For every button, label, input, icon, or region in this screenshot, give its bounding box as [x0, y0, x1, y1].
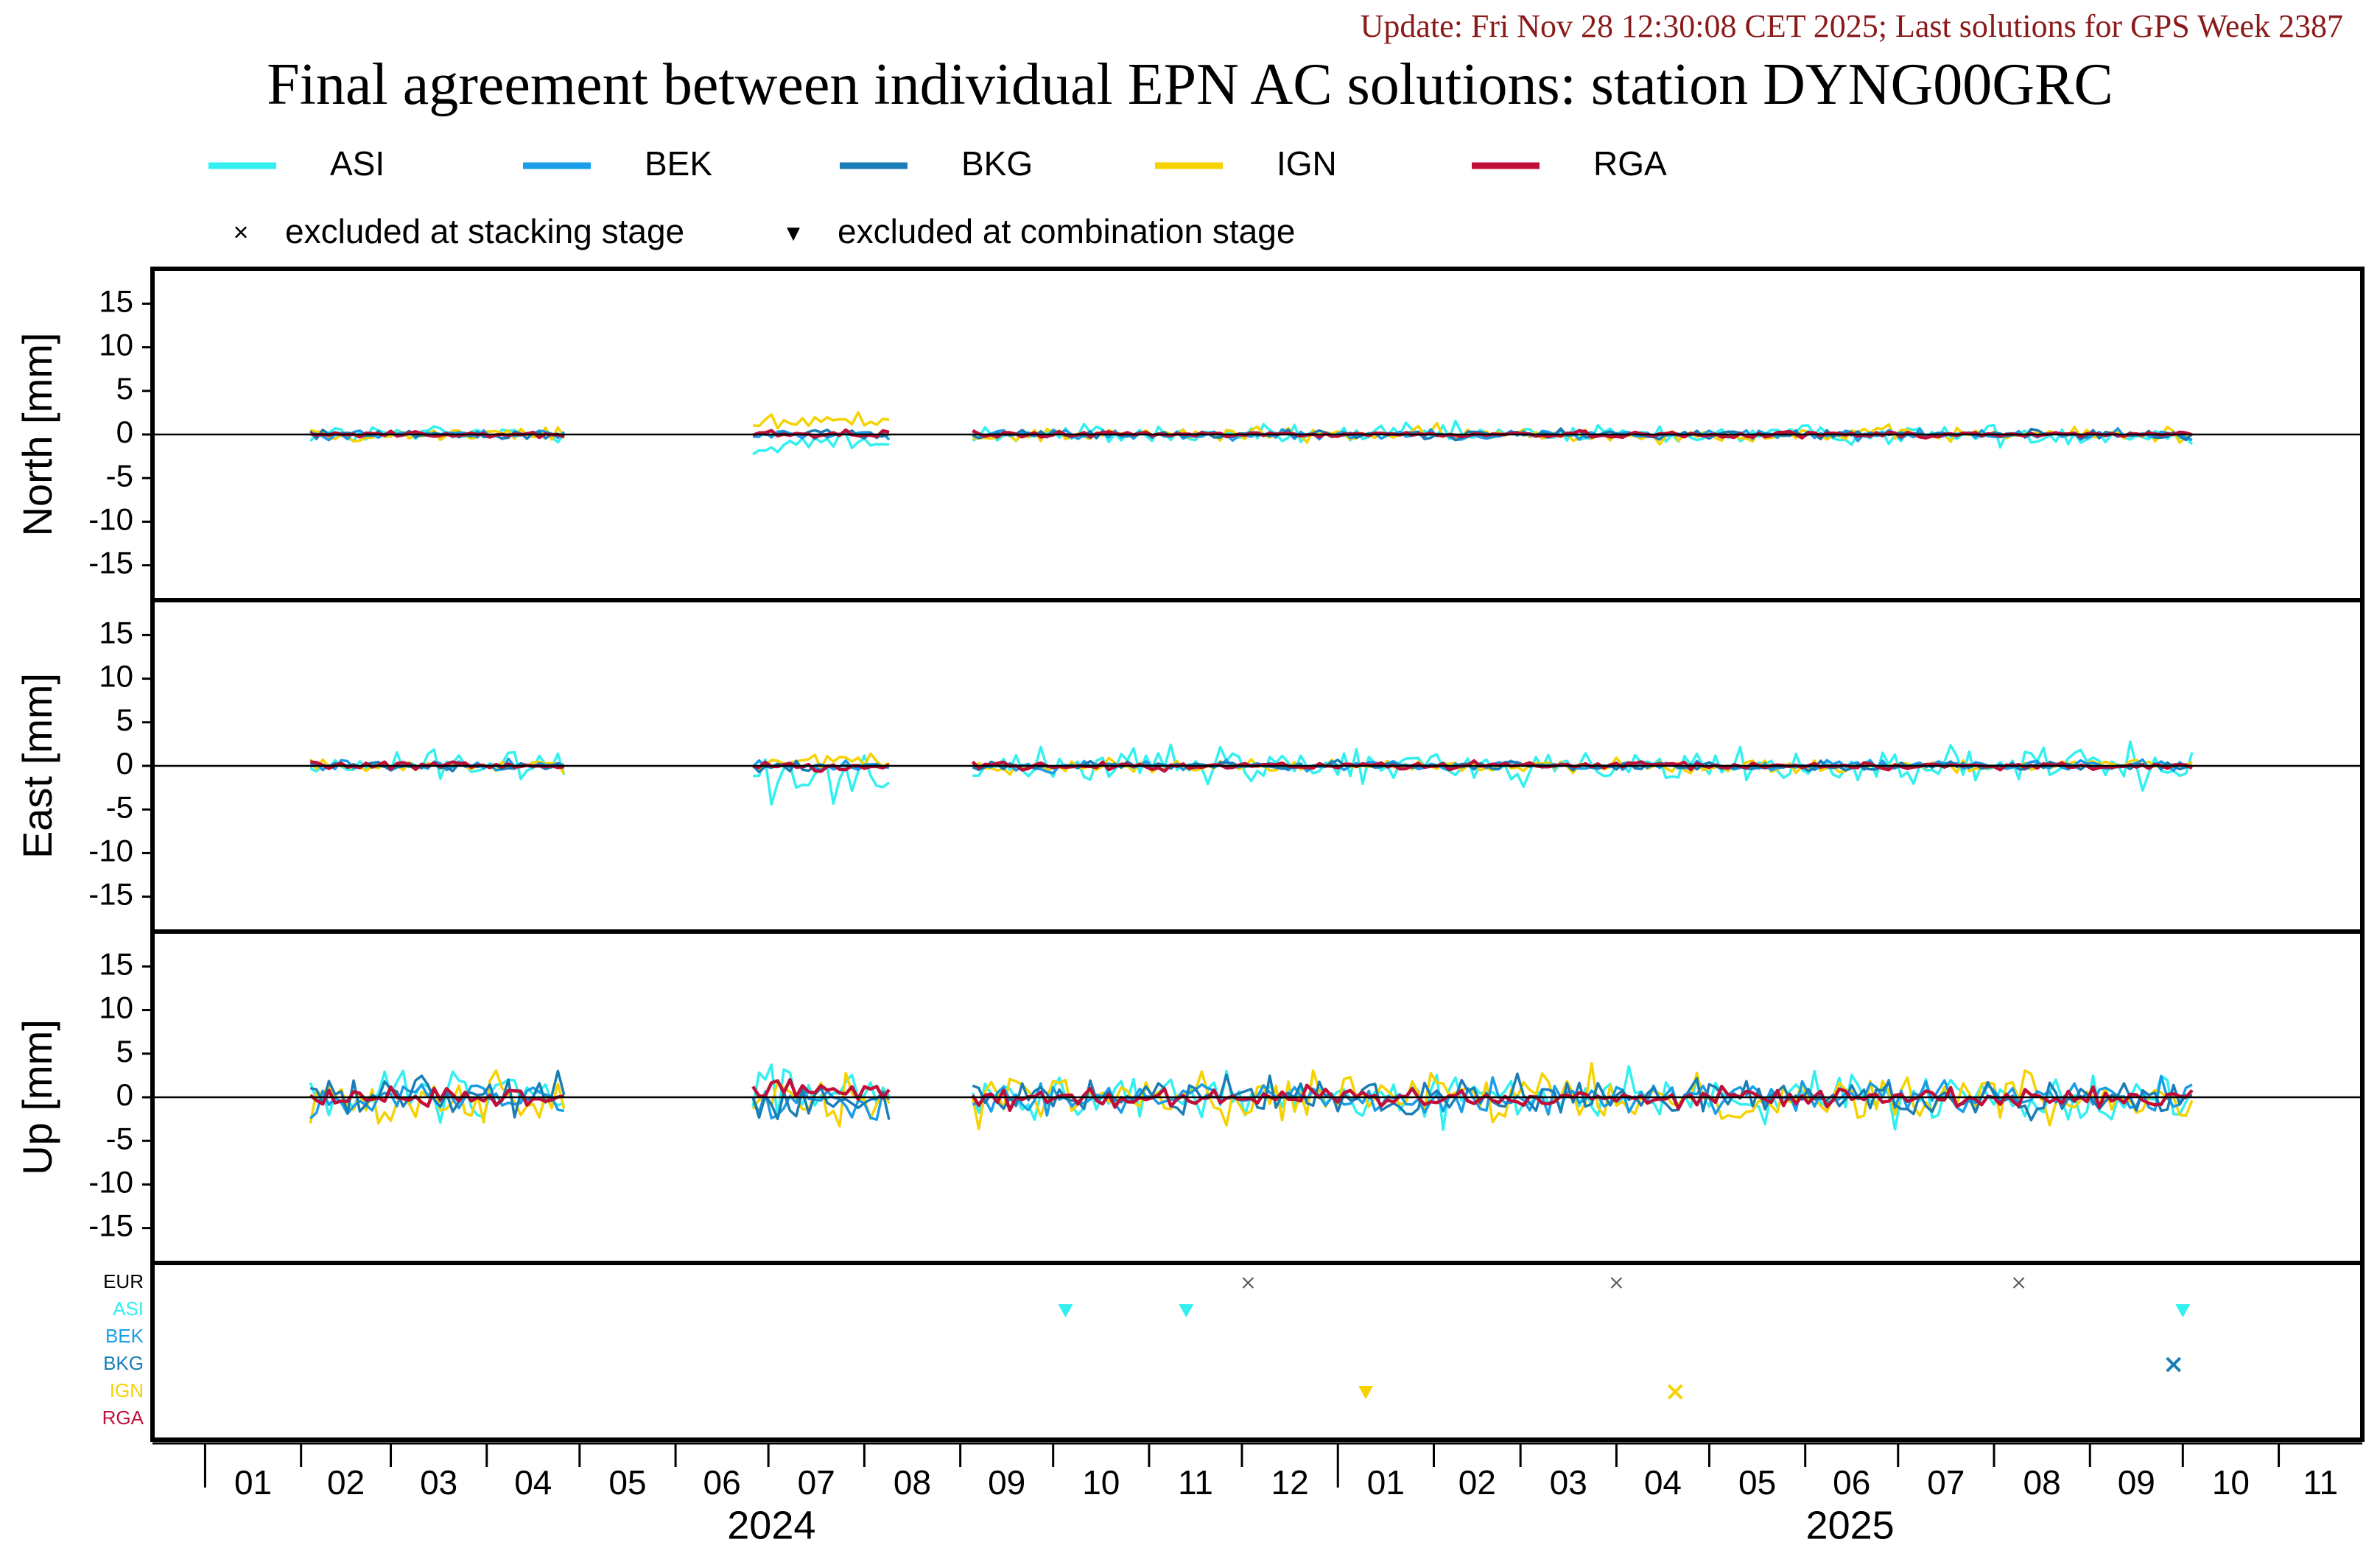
x-year-label: 2024 — [727, 1503, 815, 1545]
ytick-label-up: -10 — [88, 1165, 133, 1200]
ytick-label-east: 5 — [116, 703, 133, 737]
x-tick-label: 01 — [234, 1463, 272, 1502]
x-tick-label: 08 — [894, 1463, 931, 1502]
exclusion-row-label-eur: EUR — [103, 1270, 144, 1292]
panel-up: 15 10 5 0 -5 -10 -15 Up [mm] — [14, 929, 2365, 1265]
x-tick-label: 03 — [1550, 1463, 1587, 1502]
exclusion-row-label-asi: ASI — [113, 1298, 144, 1320]
ytick-label-north: 0 — [116, 415, 133, 449]
update-timestamp: Update: Fri Nov 28 12:30:08 CET 2025; La… — [1360, 8, 2343, 44]
exclusion-row-label-bek: BEK — [105, 1325, 144, 1347]
ylabel-up: Up [mm] — [14, 1019, 60, 1175]
x-tick-label: 06 — [1833, 1463, 1870, 1502]
x-tick-label: 11 — [2303, 1463, 2338, 1502]
plot-area-up — [309, 1062, 2194, 1131]
x-tick-label: 01 — [1367, 1463, 1405, 1502]
ytick-label-north: -15 — [88, 546, 133, 580]
x-tick-label: 06 — [703, 1463, 741, 1502]
ytick-label-east: 15 — [99, 615, 133, 650]
x-tick-label: 10 — [2212, 1463, 2250, 1502]
x-tick-label: 02 — [1458, 1463, 1496, 1502]
panel-east: 15 10 5 0 -5 -10 -15 East [mm] — [14, 598, 2365, 934]
exclusion-marker-combination-ign — [1358, 1386, 1374, 1399]
x-year-label: 2025 — [1806, 1503, 1895, 1545]
exclusion-row-label-rga: RGA — [102, 1407, 144, 1429]
exclusion-row-label-bkg: BKG — [103, 1352, 144, 1374]
ytick-label-east: -5 — [106, 789, 133, 824]
x-tick-label: 07 — [798, 1463, 835, 1502]
x-tick-label: 05 — [608, 1463, 646, 1502]
ytick-label-up: 15 — [99, 946, 133, 981]
exclusion-marker-stacking-eur — [2012, 1277, 2025, 1289]
legend: ASI BEK BKG IGN RGA × excluded at stacking sta… — [208, 144, 1667, 250]
x-tick-label: 12 — [1271, 1463, 1309, 1502]
x-tick-label: 11 — [1178, 1463, 1213, 1502]
legend-label-rga: RGA — [1593, 144, 1667, 183]
ytick-label-up: 0 — [116, 1077, 133, 1112]
exclusion-frame — [150, 1261, 2365, 1442]
ytick-label-north: 5 — [116, 371, 133, 406]
ytick-label-east: -15 — [88, 877, 133, 912]
legend-label-ign: IGN — [1277, 144, 1337, 183]
legend-label-asi: ASI — [330, 144, 385, 183]
exclusion-marker-stacking-eur — [1242, 1277, 1254, 1289]
exclusion-marker-combination-asi — [2175, 1304, 2191, 1317]
ytick-label-north: -5 — [106, 458, 133, 493]
legend-marker-symbol-0: × — [233, 217, 248, 247]
ytick-label-east: -10 — [88, 834, 133, 868]
ylabel-east: East [mm] — [14, 673, 60, 859]
panel-north: 15 10 5 0 -5 -10 -15 North [mm] — [14, 267, 2365, 602]
legend-label-bkg: BKG — [961, 144, 1033, 183]
chart-title: Final agreement between individual EPN A… — [267, 52, 2113, 117]
x-axis: 01 02 03 04 05 06 07 08 09 10 11 12 01 02 03 04 05 06 07 08… — [152, 1442, 2362, 1545]
plot-area-east — [309, 740, 2194, 806]
exclusion-marker-stacking-ign — [1667, 1384, 1683, 1400]
legend-marker-symbol-1: ▾ — [787, 217, 800, 247]
x-tick-label: 07 — [1927, 1463, 1965, 1502]
x-tick-label: 09 — [2118, 1463, 2155, 1502]
ytick-label-up: -5 — [106, 1121, 133, 1155]
ytick-label-east: 10 — [99, 659, 133, 694]
exclusion-marker-combination-asi — [1058, 1304, 1073, 1317]
x-tick-label: 05 — [1738, 1463, 1776, 1502]
x-tick-label: 04 — [514, 1463, 552, 1502]
ytick-label-east: 0 — [116, 746, 133, 781]
ytick-label-north: 10 — [99, 328, 133, 362]
ylabel-north: North [mm] — [14, 333, 60, 537]
legend-marker-label-0: excluded at stacking stage — [285, 212, 684, 250]
x-tick-label: 10 — [1082, 1463, 1120, 1502]
plot-area-north — [309, 411, 2194, 456]
ytick-label-up: -15 — [88, 1208, 133, 1243]
ytick-label-up: 10 — [99, 990, 133, 1025]
exclusion-marker-combination-asi — [1179, 1304, 1194, 1317]
x-tick-label: 08 — [2023, 1463, 2061, 1502]
x-tick-label: 02 — [327, 1463, 365, 1502]
legend-marker-label-1: excluded at combination stage — [838, 212, 1295, 250]
x-tick-label: 09 — [988, 1463, 1025, 1502]
x-tick-label: 04 — [1644, 1463, 1682, 1502]
x-tick-label: 03 — [420, 1463, 457, 1502]
exclusion-marker-stacking-eur — [1610, 1277, 1623, 1289]
exclusion-marker-stacking-bkg — [2166, 1356, 2182, 1373]
ytick-label-north: -10 — [88, 502, 133, 537]
ytick-label-north: 15 — [99, 284, 133, 318]
exclusion-row-label-ign: IGN — [110, 1379, 144, 1401]
series-east-asi — [309, 740, 2194, 806]
legend-label-bek: BEK — [645, 144, 712, 183]
exclusion-panel: EUR ASI BEK BKG IGN RGA — [102, 1261, 2365, 1442]
ytick-label-up: 5 — [116, 1034, 133, 1069]
